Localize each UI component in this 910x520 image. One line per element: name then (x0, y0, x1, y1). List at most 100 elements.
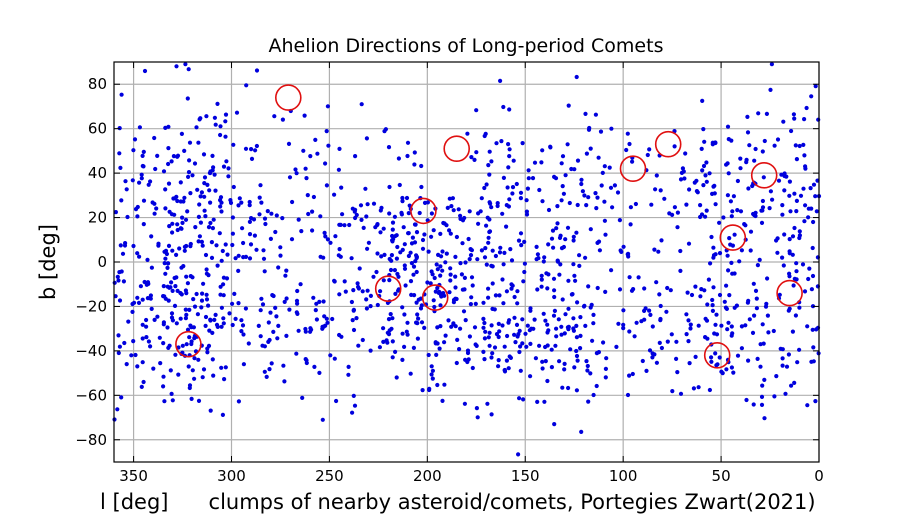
comet-dot (507, 197, 512, 202)
comet-dot (728, 199, 734, 204)
comet-dot (213, 312, 218, 317)
comet-dot (248, 242, 254, 247)
comet-dot (144, 324, 149, 329)
comet-dot (289, 237, 295, 242)
comet-dot (401, 225, 406, 230)
comet-dot (117, 151, 122, 156)
comet-dot (132, 137, 138, 142)
comet-dot (594, 383, 599, 389)
comet-dot (710, 191, 715, 196)
comet-dot (737, 259, 742, 264)
comet-dot (400, 195, 405, 201)
comet-dot (390, 355, 395, 360)
comet-dot (300, 395, 305, 400)
comet-dot (759, 402, 765, 407)
comet-dot (167, 285, 172, 290)
comet-dot (642, 317, 647, 322)
comet-dot (413, 259, 418, 264)
comet-dot (262, 369, 267, 374)
comet-dot (211, 373, 216, 378)
comet-dot (129, 353, 134, 358)
comet-dot (724, 283, 729, 288)
comet-dot (553, 343, 558, 348)
comet-dot (732, 271, 737, 276)
comet-dot (323, 161, 328, 166)
comet-dot (713, 351, 718, 356)
comet-dot (780, 212, 785, 217)
comet-dot (200, 243, 205, 248)
comet-dot (743, 323, 748, 328)
comet-dot (408, 279, 414, 284)
comet-dot (560, 297, 565, 302)
comet-dot (386, 317, 392, 322)
comet-dot (496, 334, 501, 340)
comet-dot (314, 301, 319, 306)
comet-dot (561, 191, 567, 196)
comet-dot (484, 223, 489, 228)
comet-dot (482, 320, 487, 326)
comet-dot (451, 208, 456, 213)
comet-dot (155, 153, 160, 158)
comet-dot (209, 255, 215, 260)
comet-dot (507, 147, 512, 152)
comet-dot (257, 212, 262, 217)
comet-dot (492, 307, 497, 312)
comet-dot (333, 234, 338, 239)
comet-dot (438, 264, 443, 269)
comet-dot (192, 356, 197, 361)
comet-dot (325, 237, 330, 242)
comet-dot (702, 139, 707, 144)
comet-dot (474, 150, 479, 155)
comet-dot (545, 330, 550, 335)
comet-dot (574, 335, 580, 340)
comet-dot (400, 331, 405, 336)
comet-dot (194, 125, 199, 130)
comet-dot (668, 288, 673, 293)
comet-dot (760, 205, 766, 210)
comet-dot (543, 318, 548, 323)
comet-dot (516, 452, 521, 457)
comet-dot (562, 367, 567, 372)
comet-dot (608, 185, 614, 190)
comet-dot (732, 232, 737, 237)
comet-dot (204, 114, 209, 119)
comet-dot (120, 251, 126, 256)
comet-dot (729, 365, 735, 370)
comet-dot (400, 199, 405, 204)
comet-dot (375, 222, 380, 228)
comet-dot (140, 153, 145, 158)
comet-dot (325, 320, 330, 325)
comet-dot (614, 344, 619, 349)
comet-dot (165, 261, 171, 266)
comet-dot (631, 287, 636, 292)
comet-dot (130, 178, 135, 183)
comet-dot (726, 137, 731, 142)
comet-dot (459, 272, 464, 277)
comet-dot (760, 149, 765, 154)
comet-dot (803, 166, 808, 171)
comet-dot (390, 227, 395, 232)
comet-dot (215, 263, 220, 268)
comet-dot (442, 382, 447, 387)
comet-dot (535, 252, 541, 257)
comet-dot (204, 292, 209, 297)
comet-dot (222, 377, 227, 382)
y-tick-label: −40 (75, 342, 107, 360)
comet-dot (359, 102, 364, 107)
comet-dot (644, 368, 649, 373)
comet-dot (597, 248, 603, 253)
comet-dot (273, 229, 278, 235)
comet-dot (591, 312, 596, 317)
comet-dot (408, 371, 413, 376)
comet-dot (479, 196, 484, 201)
comet-dot (365, 246, 370, 251)
comet-dot (764, 111, 770, 116)
comet-dot (698, 214, 703, 220)
comet-dot (528, 308, 533, 313)
comet-dot (617, 287, 623, 292)
comet-dot (223, 119, 228, 124)
comet-dot (365, 288, 370, 293)
clump-circle (654, 130, 682, 158)
comet-dot (153, 166, 158, 172)
comet-dot (390, 233, 395, 239)
